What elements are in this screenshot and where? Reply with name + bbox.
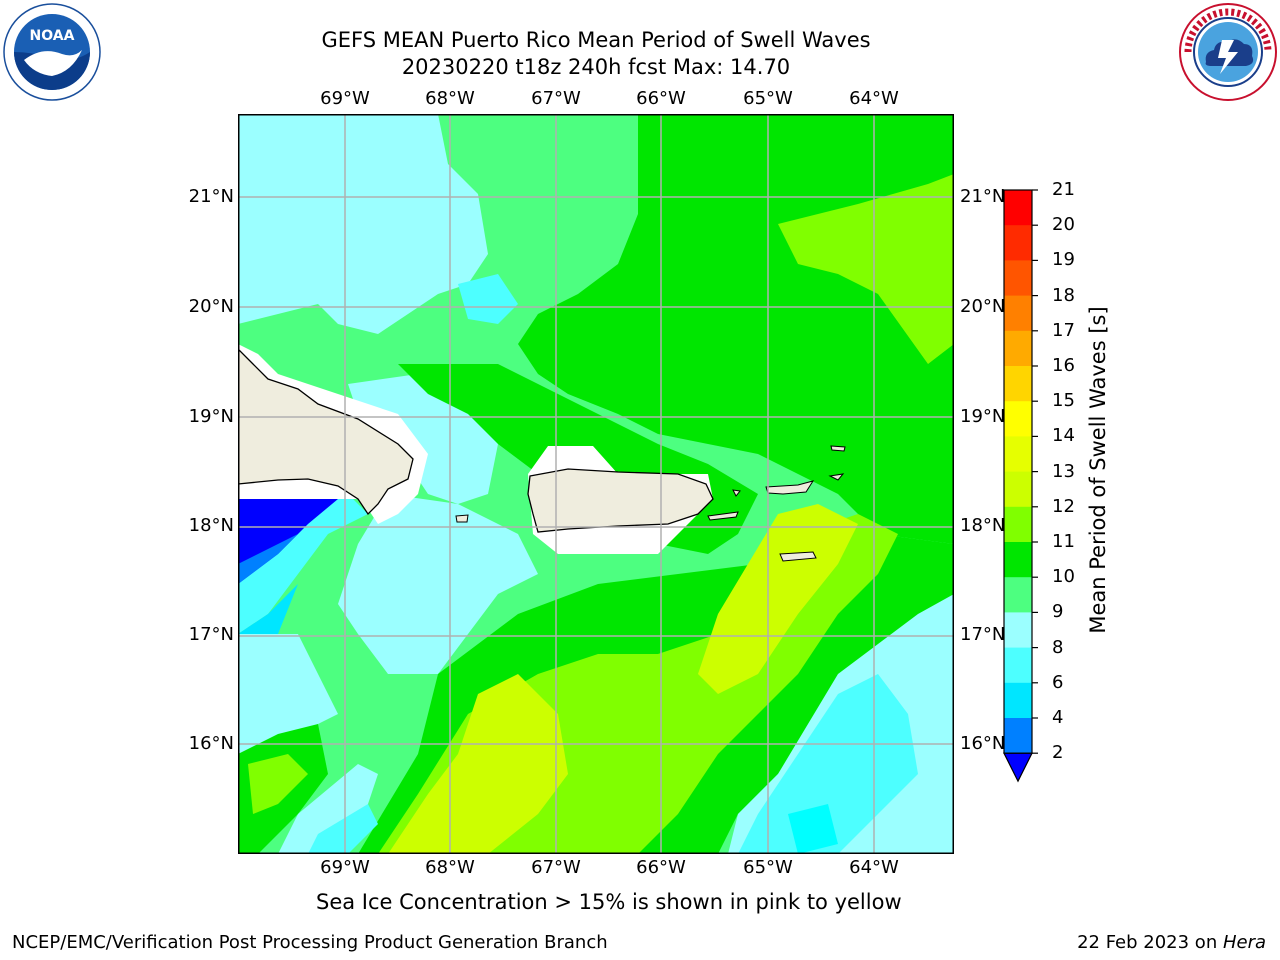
colorbar-tick-label: 2 (1052, 742, 1064, 764)
chart-title: GEFS MEAN Puerto Rico Mean Period of Swe… (321, 28, 871, 52)
lat-tick-right: 20°N (960, 296, 1006, 317)
colorbar (1003, 189, 1038, 783)
colorbar-tick-label: 12 (1052, 495, 1075, 517)
period-field-12-13-south (388, 674, 568, 854)
colorbar-segment (1004, 401, 1032, 437)
footer-date-text: 22 Feb 2023 on (1077, 932, 1223, 953)
lat-tick-left: 16°N (188, 733, 234, 754)
colorbar-tick-label: 14 (1052, 425, 1075, 447)
noaa-logo-text: NOAA (30, 28, 75, 44)
lon-tick-top: 68°W (425, 88, 475, 109)
lat-tick-left: 17°N (188, 624, 234, 645)
lat-tick-left: 19°N (188, 406, 234, 427)
colorbar-segment (1004, 718, 1032, 754)
colorbar-segment (1004, 260, 1032, 297)
footer-credit: NCEP/EMC/Verification Post Processing Pr… (12, 932, 608, 953)
colorbar-segment (1004, 436, 1032, 473)
colorbar-tick-label: 17 (1052, 319, 1075, 341)
lon-tick-bottom: 69°W (320, 857, 370, 878)
lon-tick-top: 65°W (743, 88, 793, 109)
colorbar-segment (1004, 471, 1032, 508)
lon-tick-bottom: 67°W (531, 857, 581, 878)
forecast-map (238, 114, 954, 854)
period-field-11-12-sw (248, 754, 308, 814)
colorbar-tick-label: 15 (1052, 390, 1075, 412)
colorbar-segment (1004, 682, 1032, 719)
land-anegada (828, 473, 845, 481)
colorbar-extend-triangle (1003, 752, 1033, 783)
colorbar-segment (1004, 330, 1032, 367)
colorbar-tick-label: 6 (1052, 671, 1064, 693)
colorbar-segment (1004, 190, 1032, 226)
colorbar-segment (1004, 506, 1032, 543)
nws-logo-icon (1179, 3, 1277, 101)
period-field-7-8-se (738, 674, 918, 854)
sea-ice-note: Sea Ice Concentration > 15% is shown in … (316, 890, 902, 914)
lat-tick-right: 21°N (960, 186, 1006, 207)
lon-tick-top: 66°W (636, 88, 686, 109)
map-frame (238, 114, 954, 854)
lat-tick-right: 19°N (960, 406, 1006, 427)
colorbar-segment (1004, 225, 1032, 261)
period-field-7-8-ssw (308, 804, 378, 854)
colorbar-segment (1004, 366, 1032, 402)
footer-date: 22 Feb 2023 on Hera (1077, 932, 1266, 953)
land-puerto-rico (527, 468, 714, 533)
colorbar-tick-label: 19 (1052, 249, 1075, 271)
lon-tick-bottom: 64°W (849, 857, 899, 878)
land-mona-island (455, 514, 469, 523)
colorbar-tick-label: 18 (1052, 284, 1075, 306)
colorbar-tick-label: 11 (1052, 531, 1075, 552)
colorbar-tick-label: 20 (1052, 214, 1075, 236)
colorbar-tick-label: 16 (1052, 355, 1075, 376)
colorbar-tick-label: 13 (1052, 460, 1075, 482)
lat-tick-right: 17°N (960, 624, 1006, 645)
land-islet (830, 445, 846, 452)
chart-subtitle: 20230220 t18z 240h fcst Max: 14.70 (401, 55, 791, 79)
colorbar-tick-label: 4 (1052, 707, 1064, 728)
colorbar-segment (1004, 647, 1032, 684)
period-field-6-7-se (788, 804, 838, 854)
colorbar-segment (1004, 612, 1032, 649)
land-vieques (707, 511, 739, 521)
lat-tick-left: 18°N (188, 515, 234, 536)
land-hispaniola (238, 348, 414, 516)
footer-host: Hera (1222, 932, 1266, 953)
land-st-croix (779, 551, 817, 562)
lon-tick-bottom: 68°W (425, 857, 475, 878)
colorbar-tick-label: 10 (1052, 566, 1075, 588)
colorbar-segment (1004, 577, 1032, 613)
land-culebra (732, 489, 741, 497)
lon-tick-top: 69°W (320, 88, 370, 109)
lat-tick-right: 16°N (960, 733, 1006, 754)
colorbar-segment (1004, 295, 1032, 332)
lat-tick-left: 20°N (188, 296, 234, 317)
colorbar-tick-label: 8 (1052, 636, 1064, 658)
colorbar-tick-label: 21 (1052, 179, 1075, 200)
period-field-4-6-sw (238, 534, 298, 584)
colorbar-segment (1004, 542, 1032, 578)
period-field-7-8-nw (458, 274, 518, 324)
period-field-11-12-ne (778, 174, 954, 364)
lon-tick-bottom: 65°W (743, 857, 793, 878)
colorbar-tick-label: 9 (1052, 601, 1064, 623)
lon-tick-bottom: 66°W (636, 857, 686, 878)
period-field-8-9-nw (238, 114, 488, 334)
lon-tick-top: 67°W (531, 88, 581, 109)
period-field-8-9-west (238, 634, 338, 754)
lat-tick-left: 21°N (188, 186, 234, 207)
period-field-12-13-east (698, 504, 858, 694)
period-field-8-9-sw (338, 494, 538, 674)
colorbar-title: Mean Period of Swell Waves [s] (1086, 306, 1110, 634)
map-gridlines (238, 114, 954, 854)
noaa-logo-icon: NOAA (3, 3, 101, 101)
lon-tick-top: 64°W (849, 88, 899, 109)
lat-tick-right: 18°N (960, 515, 1006, 536)
